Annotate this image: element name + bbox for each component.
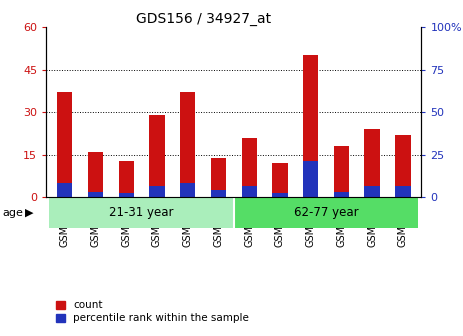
Bar xyxy=(303,55,319,198)
Bar xyxy=(149,186,165,198)
Bar xyxy=(272,163,288,198)
Bar xyxy=(364,186,380,198)
Bar xyxy=(242,186,257,198)
Bar xyxy=(395,186,411,198)
Legend: count, percentile rank within the sample: count, percentile rank within the sample xyxy=(51,296,253,327)
Bar xyxy=(272,193,288,198)
Bar xyxy=(211,191,226,198)
Bar xyxy=(88,152,103,198)
Text: 21-31 year: 21-31 year xyxy=(109,207,174,219)
Text: ▶: ▶ xyxy=(25,208,34,218)
Bar xyxy=(242,138,257,198)
Bar xyxy=(395,135,411,198)
Title: GDS156 / 34927_at: GDS156 / 34927_at xyxy=(136,12,271,26)
Bar xyxy=(180,183,195,198)
Bar xyxy=(303,161,319,198)
Bar xyxy=(119,193,134,198)
Text: age: age xyxy=(2,208,23,218)
Bar xyxy=(119,161,134,198)
Bar xyxy=(334,192,349,198)
Bar xyxy=(88,192,103,198)
Bar xyxy=(57,92,72,198)
Bar xyxy=(211,158,226,198)
Bar xyxy=(50,198,234,228)
Bar xyxy=(334,146,349,198)
Bar xyxy=(180,92,195,198)
Bar xyxy=(57,183,72,198)
Bar xyxy=(149,115,165,198)
Text: 62-77 year: 62-77 year xyxy=(294,207,358,219)
Bar xyxy=(234,198,418,228)
Bar xyxy=(364,129,380,198)
